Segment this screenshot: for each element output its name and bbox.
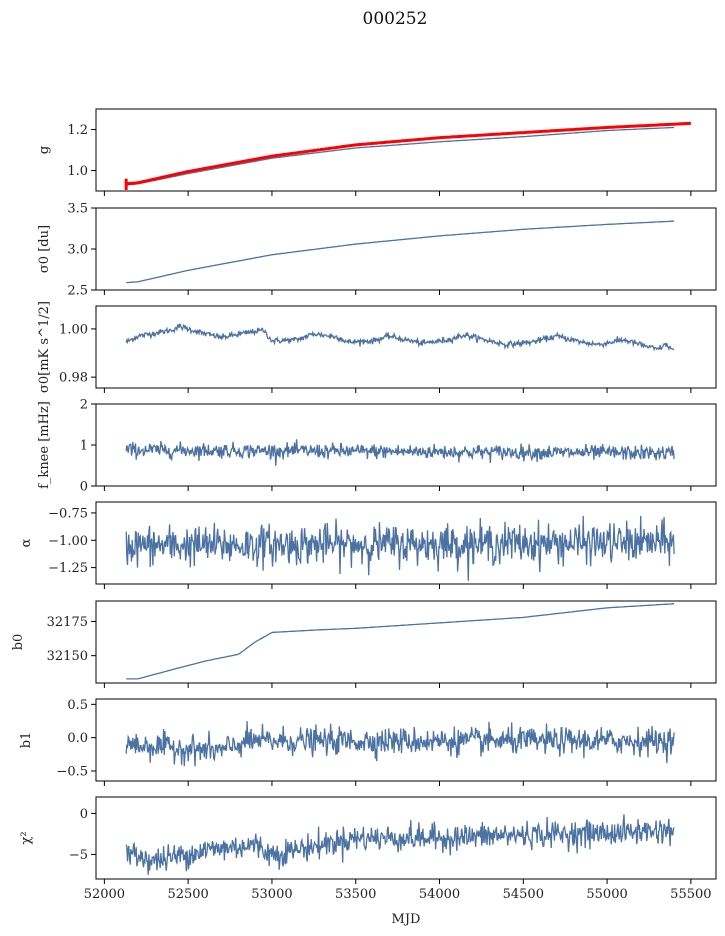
series-line-fknee <box>125 439 675 466</box>
axes-frame-sigma0-du <box>95 207 717 291</box>
panel-alpha: −0.75 −1.00 −1.25 α <box>19 501 717 589</box>
y-tick-label: 0 <box>80 480 88 495</box>
y-tick-label: 0.5 <box>67 698 88 713</box>
axes-frame-sigma0-mk <box>95 305 717 389</box>
panel-fknee: 0 1 2 f_knee [mHz] <box>37 398 717 495</box>
y-tick-label: 2 <box>80 398 88 413</box>
y-tick-label: 2.5 <box>67 284 88 299</box>
y-axis-label-sigma0-mk: σ0[mK s^1/2] <box>37 301 52 393</box>
series-line-chi2 <box>125 814 675 875</box>
x-tick-label: 53500 <box>335 887 376 902</box>
y-tick-label: 1.00 <box>59 322 88 337</box>
axes-frame-alpha <box>95 501 717 585</box>
panel-b1: −0.5 0.0 0.5 b1 <box>19 698 717 786</box>
y-tick-label: −1.00 <box>48 534 88 549</box>
y-tick-label: 1.2 <box>67 123 88 138</box>
y-axis-label-b0: b0 <box>11 634 26 651</box>
y-tick-label: 3.0 <box>67 243 88 258</box>
y-tick-label: 0.0 <box>67 731 88 746</box>
y-tick-label: 0.98 <box>59 371 88 386</box>
x-tick-label: 52000 <box>84 887 125 902</box>
y-axis-label-fknee: f_knee [mHz] <box>37 401 52 489</box>
y-axis-label-chi2: χ² <box>19 831 34 844</box>
x-tick-label: 52500 <box>167 887 208 902</box>
x-tick-label: 54000 <box>419 887 460 902</box>
panel-sigma0-mk: 0.98 1.00 σ0[mK s^1/2] <box>37 301 717 393</box>
y-tick-label: 32175 <box>47 615 88 630</box>
axes-frame-b1 <box>95 698 717 782</box>
chart-title: 000252 <box>363 9 428 29</box>
x-tick-label: 54500 <box>503 887 544 902</box>
y-tick-label: 1 <box>80 439 88 454</box>
series-line-gain <box>126 126 675 186</box>
series-line-alpha <box>125 515 675 581</box>
y-tick-label: 0 <box>80 807 88 822</box>
y-tick-label: 1.0 <box>67 164 88 179</box>
axes-frame-chi2 <box>95 796 717 880</box>
y-axis-label-b1: b1 <box>19 732 34 749</box>
x-axis-label: MJD <box>392 912 421 927</box>
y-tick-label: −0.5 <box>56 765 88 780</box>
y-axis-label-gain: g <box>37 146 52 154</box>
y-tick-label: −5 <box>69 848 88 863</box>
series-line-b0 <box>126 603 675 680</box>
series-line-sigma0-du <box>126 220 675 284</box>
panels: 1.0 1.2 g 2.5 3.0 3.5 σ0 [du] 0.98 1.00 σ0[mK s^1… <box>11 108 717 902</box>
y-tick-label: 3.5 <box>67 202 88 217</box>
series-line-b1 <box>125 721 675 767</box>
series-line-sigma0-mk <box>125 323 675 352</box>
y-axis-label-sigma0-du: σ0 [du] <box>37 225 52 273</box>
axes-frame-fknee <box>95 403 717 487</box>
x-tick-label: 53000 <box>251 887 292 902</box>
y-tick-label: −1.25 <box>48 561 88 576</box>
panel-sigma0-du: 2.5 3.0 3.5 σ0 [du] <box>37 202 717 299</box>
panel-gain: 1.0 1.2 g <box>37 108 717 196</box>
y-tick-label: −0.75 <box>48 506 88 521</box>
y-tick-label: 32150 <box>47 649 88 664</box>
y-axis-label-alpha: α <box>19 538 34 547</box>
panel-chi2: 0 −5 52000 52500 53000 53500 54000 54500 55000 55… <box>19 796 717 902</box>
axes-frame-b0 <box>95 600 717 684</box>
axes-frame-gain <box>95 108 717 192</box>
x-tick-label: 55500 <box>670 887 711 902</box>
panel-b0: 32150 32175 b0 <box>11 600 717 688</box>
x-tick-label: 55000 <box>586 887 627 902</box>
overlay-line-model <box>126 121 691 186</box>
